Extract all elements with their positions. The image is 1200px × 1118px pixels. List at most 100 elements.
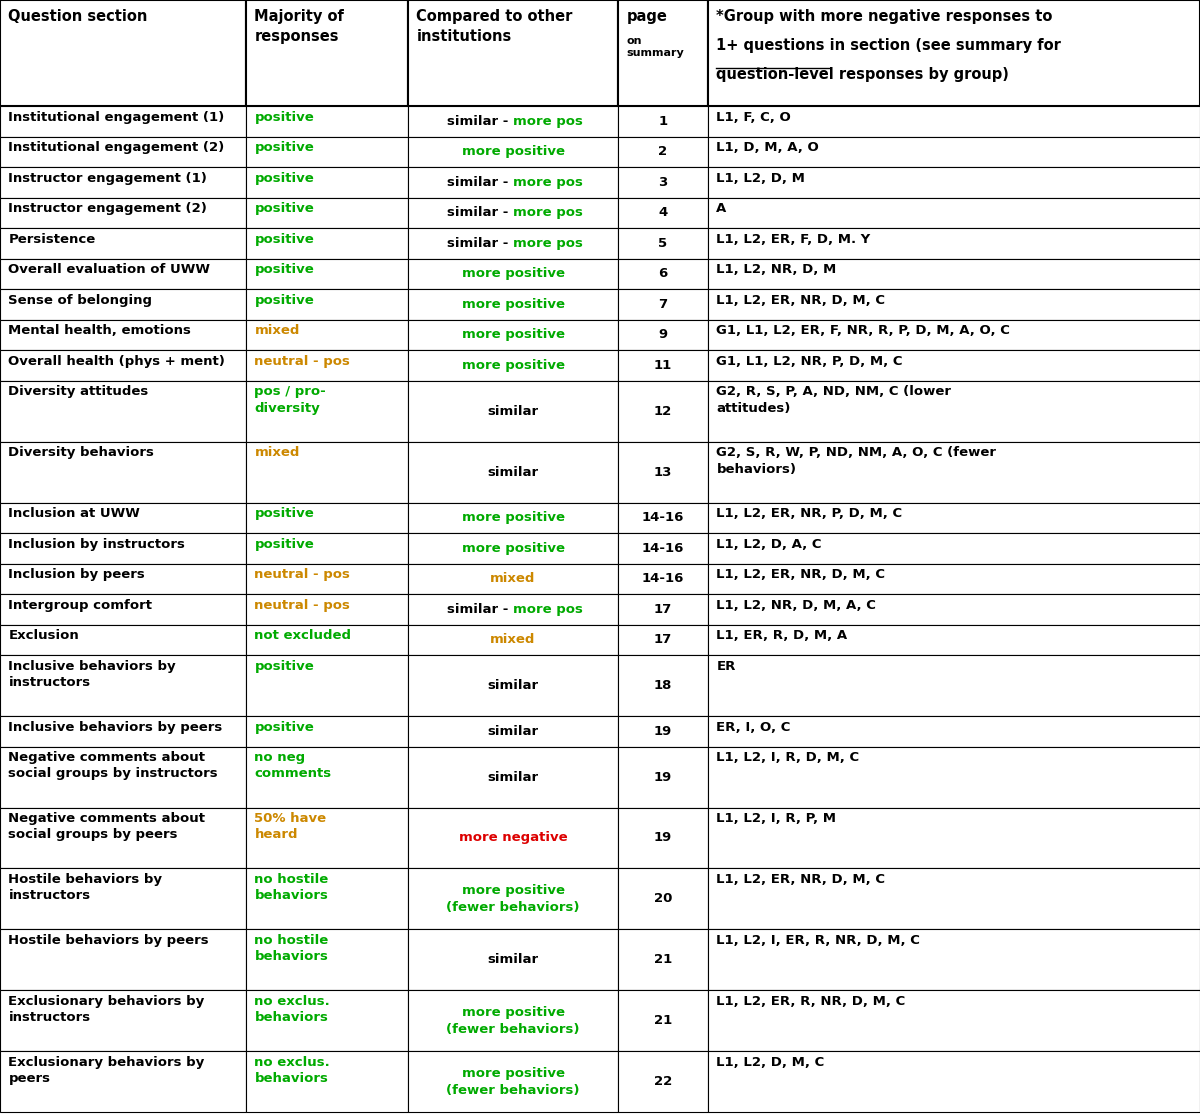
Bar xyxy=(618,350,708,380)
Text: 1+ questions in section (see summary for: 1+ questions in section (see summary for xyxy=(716,38,1061,53)
Text: 14-16: 14-16 xyxy=(642,572,684,586)
Text: 21: 21 xyxy=(654,954,672,966)
Bar xyxy=(618,655,708,716)
Text: Exclusionary behaviors by
instructors: Exclusionary behaviors by instructors xyxy=(8,995,205,1024)
Text: 19: 19 xyxy=(654,724,672,738)
Bar xyxy=(618,320,708,350)
Text: 17: 17 xyxy=(654,633,672,646)
Text: Negative comments about
social groups by instructors: Negative comments about social groups by… xyxy=(8,751,218,780)
Bar xyxy=(0,563,246,594)
Text: Majority of
responses: Majority of responses xyxy=(254,9,344,44)
Bar xyxy=(408,136,618,168)
Text: positive: positive xyxy=(254,660,314,673)
Text: ER: ER xyxy=(716,660,736,673)
Text: G1, L1, L2, ER, F, NR, R, P, D, M, A, O, C: G1, L1, L2, ER, F, NR, R, P, D, M, A, O,… xyxy=(716,324,1010,338)
Text: neutral - pos: neutral - pos xyxy=(254,598,350,612)
Bar xyxy=(708,0,1200,106)
Bar xyxy=(708,716,1200,747)
Text: 14-16: 14-16 xyxy=(642,542,684,555)
Text: positive: positive xyxy=(254,720,314,733)
Text: 19: 19 xyxy=(654,832,672,844)
Bar xyxy=(618,228,708,258)
Bar xyxy=(708,198,1200,228)
Bar xyxy=(408,991,618,1051)
Text: 20: 20 xyxy=(654,892,672,906)
Bar xyxy=(246,991,408,1051)
Text: positive: positive xyxy=(254,538,314,550)
Text: page: page xyxy=(626,9,667,23)
Text: positive: positive xyxy=(254,202,314,215)
Text: 6: 6 xyxy=(659,267,667,281)
Bar xyxy=(0,198,246,228)
Text: more pos: more pos xyxy=(514,603,583,616)
Text: Inclusion by instructors: Inclusion by instructors xyxy=(8,538,185,550)
Bar xyxy=(408,747,618,807)
Text: L1, L2, NR, D, M, A, C: L1, L2, NR, D, M, A, C xyxy=(716,598,876,612)
Bar xyxy=(246,747,408,807)
Text: 9: 9 xyxy=(659,329,667,341)
Text: 5: 5 xyxy=(659,237,667,250)
Text: G1, L1, L2, NR, P, D, M, C: G1, L1, L2, NR, P, D, M, C xyxy=(716,354,902,368)
Text: similar -: similar - xyxy=(446,207,514,219)
Text: neutral - pos: neutral - pos xyxy=(254,568,350,581)
Bar xyxy=(246,290,408,320)
Bar xyxy=(708,594,1200,625)
Bar xyxy=(408,168,618,198)
Bar xyxy=(246,929,408,991)
Bar xyxy=(618,991,708,1051)
Text: more pos: more pos xyxy=(514,237,583,250)
Text: similar -: similar - xyxy=(446,237,514,250)
Text: on
summary: on summary xyxy=(626,36,684,58)
Text: more positive: more positive xyxy=(462,359,564,372)
Text: similar: similar xyxy=(487,724,539,738)
Bar xyxy=(618,747,708,807)
Bar xyxy=(246,655,408,716)
Bar xyxy=(246,869,408,929)
Text: 3: 3 xyxy=(659,176,667,189)
Text: mixed: mixed xyxy=(254,446,300,459)
Bar xyxy=(408,106,618,136)
Text: Institutional engagement (2): Institutional engagement (2) xyxy=(8,141,224,154)
Text: 22: 22 xyxy=(654,1076,672,1089)
Text: similar -: similar - xyxy=(446,176,514,189)
Text: 17: 17 xyxy=(654,603,672,616)
Bar xyxy=(246,625,408,655)
Text: 7: 7 xyxy=(659,297,667,311)
Text: more positive: more positive xyxy=(462,145,564,159)
Bar xyxy=(246,594,408,625)
Bar xyxy=(408,625,618,655)
Bar xyxy=(618,533,708,563)
Bar xyxy=(408,594,618,625)
Text: Hostile behaviors by peers: Hostile behaviors by peers xyxy=(8,934,209,947)
Bar xyxy=(618,168,708,198)
Bar xyxy=(708,106,1200,136)
Text: no neg
comments: no neg comments xyxy=(254,751,331,780)
Text: ER, I, O, C: ER, I, O, C xyxy=(716,720,791,733)
Bar xyxy=(618,563,708,594)
Bar xyxy=(246,533,408,563)
Bar xyxy=(408,807,618,869)
Bar xyxy=(408,533,618,563)
Text: Sense of belonging: Sense of belonging xyxy=(8,294,152,306)
Text: similar -: similar - xyxy=(446,603,514,616)
Text: L1, F, C, O: L1, F, C, O xyxy=(716,111,791,124)
Bar xyxy=(0,929,246,991)
Text: similar: similar xyxy=(487,405,539,418)
Text: similar: similar xyxy=(487,465,539,479)
Bar xyxy=(0,380,246,442)
Text: more positive: more positive xyxy=(462,267,564,281)
Bar xyxy=(618,198,708,228)
Bar xyxy=(708,1051,1200,1112)
Bar xyxy=(408,198,618,228)
Bar xyxy=(246,350,408,380)
Bar xyxy=(408,258,618,290)
Text: more positive
(fewer behaviors): more positive (fewer behaviors) xyxy=(446,1068,580,1097)
Bar xyxy=(246,228,408,258)
Bar xyxy=(708,380,1200,442)
Bar xyxy=(708,869,1200,929)
Text: Diversity behaviors: Diversity behaviors xyxy=(8,446,155,459)
Bar xyxy=(618,869,708,929)
Bar xyxy=(0,320,246,350)
Text: 2: 2 xyxy=(659,145,667,159)
Text: more positive: more positive xyxy=(462,542,564,555)
